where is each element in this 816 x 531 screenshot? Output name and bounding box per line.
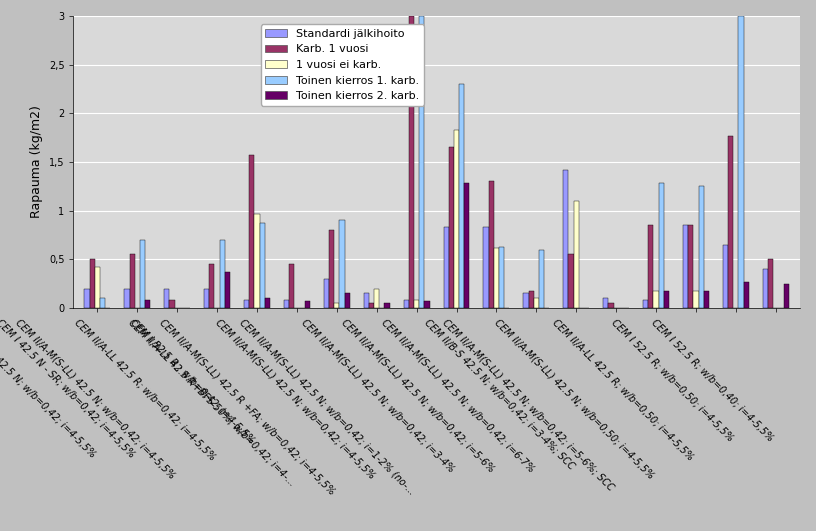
Bar <box>738 16 743 308</box>
Bar <box>339 220 344 308</box>
Bar <box>459 84 464 308</box>
Bar <box>384 303 390 308</box>
Bar <box>574 201 579 308</box>
Bar <box>414 300 419 308</box>
Bar <box>404 300 409 308</box>
Y-axis label: Rapauma (kg/m2): Rapauma (kg/m2) <box>30 106 43 218</box>
Bar <box>249 155 255 308</box>
Bar <box>140 240 145 308</box>
Bar <box>324 279 329 308</box>
Bar <box>494 247 499 308</box>
Bar <box>464 183 469 308</box>
Bar <box>648 225 654 308</box>
Bar <box>95 267 100 308</box>
Bar <box>539 250 544 308</box>
Bar <box>663 292 669 308</box>
Bar <box>694 292 698 308</box>
Bar <box>130 254 135 308</box>
Bar <box>335 303 339 308</box>
Bar <box>688 225 694 308</box>
Bar <box>534 298 539 308</box>
Bar <box>264 298 270 308</box>
Bar <box>284 300 289 308</box>
Bar <box>225 272 230 308</box>
Bar <box>329 230 335 308</box>
Bar <box>783 284 789 308</box>
Bar <box>523 294 529 308</box>
Bar <box>569 254 574 308</box>
Bar <box>763 269 768 308</box>
Bar <box>449 148 454 308</box>
Bar <box>444 227 449 308</box>
Bar <box>170 300 175 308</box>
Bar <box>499 247 504 308</box>
Bar <box>563 170 569 308</box>
Bar <box>654 292 659 308</box>
Legend: Standardi jälkihoito, Karb. 1 vuosi, 1 vuosi ei karb., Toinen kierros 1. karb., : Standardi jälkihoito, Karb. 1 vuosi, 1 v… <box>260 24 424 106</box>
Bar <box>768 259 773 308</box>
Bar <box>603 298 609 308</box>
Bar <box>145 300 150 308</box>
Bar <box>344 294 350 308</box>
Bar <box>723 245 728 308</box>
Bar <box>255 213 259 308</box>
Bar <box>210 264 215 308</box>
Bar <box>743 282 749 308</box>
Bar <box>100 298 105 308</box>
Bar <box>204 288 210 308</box>
Bar <box>529 292 534 308</box>
Bar <box>424 301 429 308</box>
Bar <box>454 130 459 308</box>
Bar <box>698 186 703 308</box>
Bar <box>244 300 249 308</box>
Bar <box>659 183 663 308</box>
Bar <box>364 294 369 308</box>
Bar <box>609 303 614 308</box>
Bar <box>369 303 374 308</box>
Bar <box>220 240 225 308</box>
Bar <box>84 288 90 308</box>
Bar <box>374 288 379 308</box>
Bar <box>643 300 648 308</box>
Bar <box>409 16 414 308</box>
Bar <box>124 288 130 308</box>
Bar <box>483 227 489 308</box>
Bar <box>259 224 264 308</box>
Bar <box>419 16 424 308</box>
Bar <box>683 225 688 308</box>
Bar <box>703 292 709 308</box>
Bar <box>489 182 494 308</box>
Bar <box>164 288 170 308</box>
Bar <box>728 136 734 308</box>
Bar <box>289 264 295 308</box>
Bar <box>90 259 95 308</box>
Bar <box>304 301 310 308</box>
